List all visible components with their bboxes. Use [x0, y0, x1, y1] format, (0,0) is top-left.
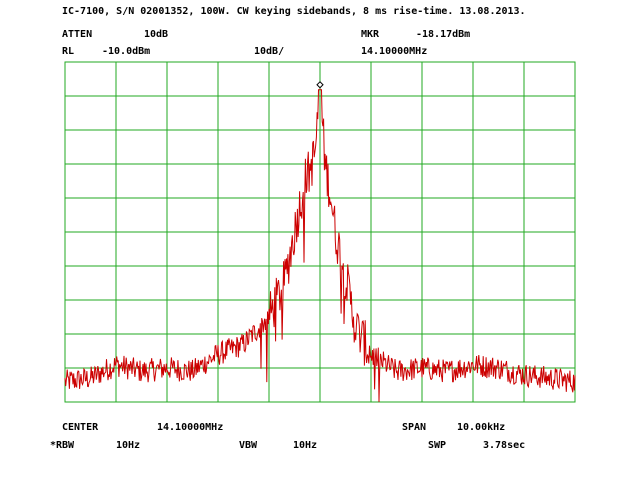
spectrum-trace	[64, 89, 576, 403]
ref-level-label: RL	[62, 46, 75, 57]
vbw-value: 10Hz	[293, 440, 318, 451]
rbw-label: *RBW	[50, 440, 75, 451]
chart-title: IC-7100, S/N 02001352, 100W. CW keying s…	[62, 6, 526, 17]
graticule	[64, 61, 576, 403]
span-value: 10.00kHz	[457, 422, 506, 433]
ref-level-value: -10.0dBm	[102, 46, 151, 57]
span-label: SPAN	[402, 422, 427, 433]
center-label: CENTER	[62, 422, 99, 433]
scale-per-div: 10dB/	[254, 46, 285, 57]
marker-level: -18.17dBm	[416, 29, 471, 40]
sweep-label: SWP	[428, 440, 447, 451]
atten-label: ATTEN	[62, 29, 93, 40]
rbw-value: 10Hz	[116, 440, 141, 451]
vbw-label: VBW	[239, 440, 258, 451]
center-frequency: 14.10000MHz	[157, 422, 224, 433]
marker-frequency: 14.10000MHz	[361, 46, 428, 57]
marker-diamond-icon	[316, 81, 324, 89]
sweep-time: 3.78sec	[483, 440, 526, 451]
atten-value: 10dB	[144, 29, 169, 40]
marker-label: MKR	[361, 29, 380, 40]
